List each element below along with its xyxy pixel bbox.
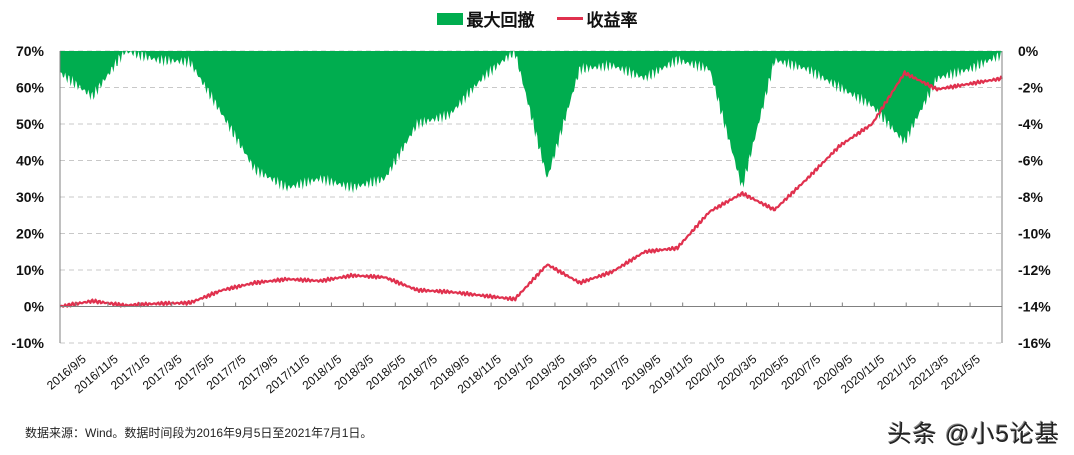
return-line (59, 70, 1003, 308)
right-axis-tick: -6% (1018, 153, 1043, 169)
watermark: 头条 @小5论基 (887, 421, 1060, 448)
left-axis-tick: 20% (16, 226, 45, 242)
chart-legend: 最大回撤 收益率 (0, 6, 1074, 31)
right-axis-tick: -14% (1018, 299, 1051, 315)
left-axis-tick: -10% (11, 335, 44, 351)
right-axis-tick: -8% (1018, 189, 1043, 205)
legend-item-drawdown: 最大回撤 (436, 6, 535, 31)
right-axis-tick: -2% (1018, 80, 1043, 96)
right-axis-tick: -4% (1018, 116, 1043, 132)
left-axis-tick: 50% (16, 116, 45, 132)
right-axis-tick: -16% (1018, 335, 1051, 351)
right-axis-tick: 0% (1018, 43, 1039, 59)
axes (59, 51, 1003, 343)
left-axis-tick: 0% (24, 299, 45, 315)
left-axis-labels: 70% 60% 50% 40% 30% 20% 10% 0% -10% (11, 43, 44, 351)
right-axis-tick: -10% (1018, 226, 1051, 242)
right-axis-tick: -12% (1018, 262, 1051, 278)
x-axis-labels: 2016/9/52016/11/52017/1/52017/3/52017/5/… (44, 352, 983, 397)
return-swatch-icon (556, 17, 583, 20)
left-axis-tick: 40% (16, 153, 45, 169)
left-axis-tick: 30% (16, 189, 45, 205)
legend-drawdown-label: 最大回撤 (466, 11, 535, 30)
drawdown-area (60, 51, 1002, 194)
legend-item-return: 收益率 (556, 6, 638, 31)
left-axis-tick: 60% (16, 80, 45, 96)
drawdown-swatch-icon (436, 12, 463, 25)
data-source-note: 数据来源：Wind。数据时间段为2016年9月5日至2021年7月1日。 (25, 426, 373, 440)
right-axis-labels: 0% -2% -4% -6% -8% -10% -12% -14% -16% (1018, 43, 1051, 351)
left-axis-tick: 70% (16, 43, 45, 59)
legend-return-label: 收益率 (586, 11, 638, 30)
left-axis-tick: 10% (16, 262, 45, 278)
